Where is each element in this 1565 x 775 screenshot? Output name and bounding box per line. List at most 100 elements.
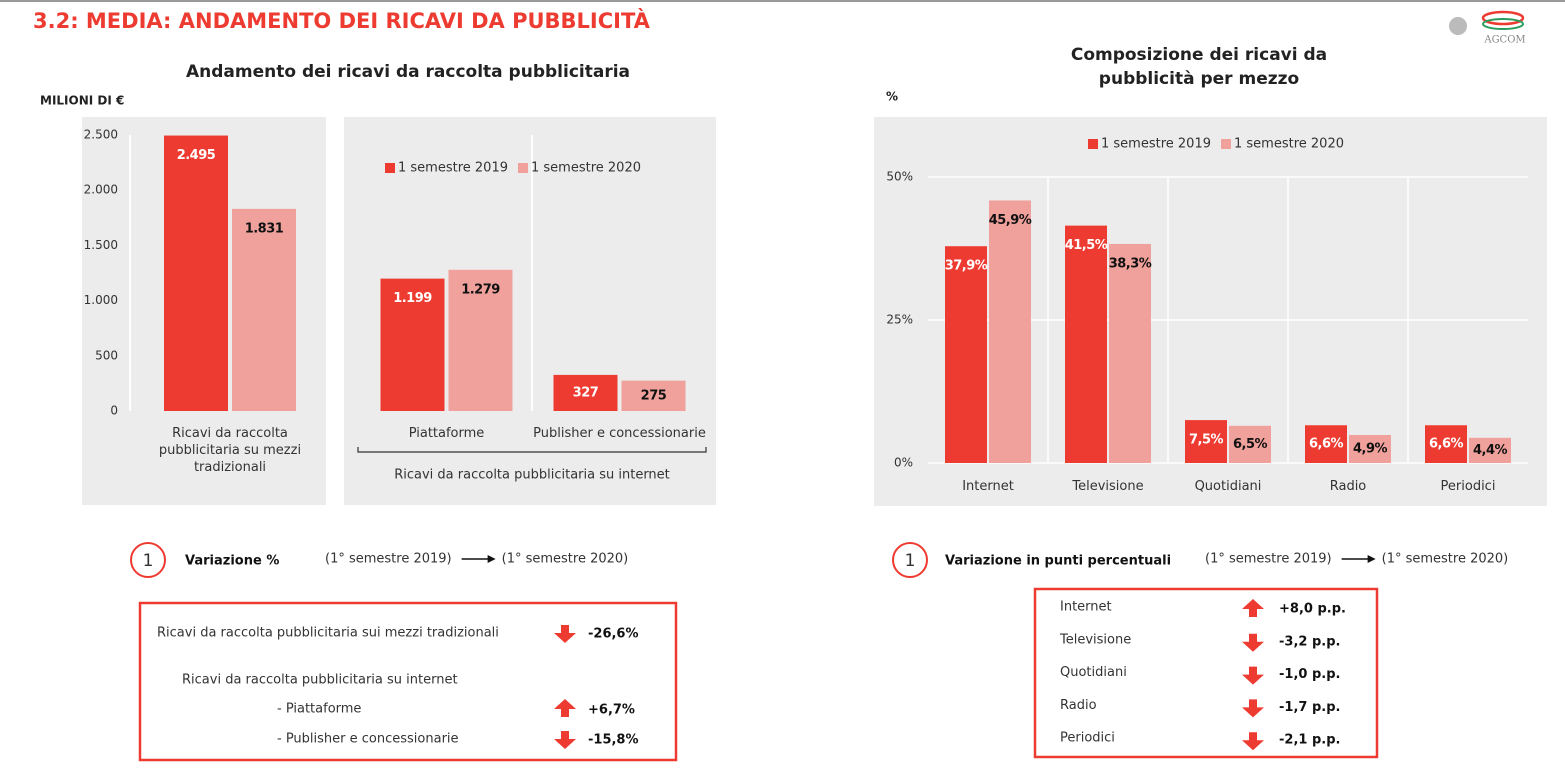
bar (232, 208, 296, 411)
y-axis-label: % (886, 90, 898, 104)
variation-box (1033, 587, 1379, 759)
row-label: Radio (1060, 698, 1097, 713)
data-label: 6,6% (1429, 437, 1464, 452)
row-value: -1,7 p.p. (1279, 700, 1340, 715)
x-tick-label: Radio (1329, 479, 1367, 494)
logo: AGCOM (1449, 10, 1526, 46)
y-tick-label: 2.500 (84, 128, 118, 142)
row-label: - Publisher e concessionarie (277, 732, 459, 747)
bar (380, 278, 445, 411)
x-tick-label-box: Periodici (1440, 479, 1496, 494)
x-tick-label-box: Radio (1329, 479, 1367, 494)
bar (1349, 434, 1391, 463)
data-label: 6,5% (1233, 437, 1268, 452)
row-label: Quotidiani (1060, 665, 1127, 680)
data-label: 2.495 (177, 148, 216, 163)
data-label: 1.831 (245, 221, 284, 236)
x-tick-label: Ricavi da raccolta pubblicitaria su mezz… (158, 426, 302, 475)
marker-circle (130, 542, 166, 578)
data-label: 6,6% (1309, 437, 1344, 452)
row-label: Televisione (1059, 632, 1131, 647)
arrow-down (554, 625, 576, 643)
arrow-down (554, 731, 576, 749)
legend-label: 1 semestre 2019 (1101, 137, 1211, 152)
arrow-up (554, 699, 576, 717)
legend-label: 1 semestre 2019 (398, 161, 508, 176)
y-tick-label: 0% (894, 456, 913, 470)
bar (1185, 420, 1227, 463)
logo-text: AGCOM (1483, 35, 1525, 46)
arrow-up (1242, 599, 1264, 617)
period-to: (1° semestre 2020) (502, 552, 629, 567)
row-value: -3,2 p.p. (1279, 634, 1340, 649)
group-label: Ricavi da raccolta pubblicitaria su inte… (394, 468, 670, 483)
y-tick-label: 0 (110, 404, 118, 418)
row-value: -26,6% (588, 627, 639, 642)
legend-label: 1 semestre 2020 (531, 161, 641, 176)
legend-swatch (385, 163, 395, 173)
data-label: 275 (641, 388, 667, 403)
bar (1109, 243, 1151, 463)
x-tick-label: Periodici (1440, 479, 1496, 494)
y-tick-label: 25% (886, 313, 913, 327)
row-label: Internet (1060, 600, 1112, 615)
y-axis-label: MILIONI DI € (40, 94, 124, 108)
row-value: +6,7% (588, 703, 635, 718)
x-tick-label-box: Publisher e concessionarie (533, 426, 706, 441)
data-label: 4,9% (1353, 441, 1388, 456)
legend-swatch (518, 163, 528, 173)
bar (164, 135, 228, 411)
data-label: 327 (573, 385, 599, 400)
data-label: 4,4% (1473, 443, 1508, 458)
legend-swatch (1221, 139, 1231, 149)
x-tick-label-box: Televisione (1072, 479, 1144, 494)
legend-swatch (1088, 139, 1098, 149)
period-from: (1° semestre 2019) (325, 552, 452, 567)
x-tick-label-box: Piattaforme (408, 426, 485, 441)
variation-title: Variazione in punti percentuali (945, 554, 1171, 569)
row-label: Ricavi da raccolta pubblicitaria su inte… (182, 673, 458, 688)
row-label: Ricavi da raccolta pubblicitaria sui mez… (157, 626, 499, 641)
x-tick-label: Piattaforme (408, 426, 485, 441)
arrow-down (1242, 732, 1264, 751)
x-tick-label: Televisione (1072, 479, 1144, 494)
bar (448, 269, 513, 411)
row-value: -15,8% (588, 733, 639, 748)
y-tick-label: 500 (95, 348, 118, 362)
x-tick-label-box: Quotidiani (1194, 479, 1262, 494)
data-label: 1.199 (393, 291, 432, 306)
bar (1469, 437, 1511, 463)
chart-title: Composizione dei ricavi da pubblicità pe… (1070, 45, 1328, 89)
y-tick-label: 2.000 (84, 183, 118, 197)
x-tick-label-box: Internet (962, 479, 1014, 494)
bar (1065, 225, 1107, 463)
data-label: 45,9% (989, 213, 1032, 228)
data-label: 37,9% (945, 259, 988, 274)
group-bracket (357, 447, 707, 453)
row-value: -1,0 p.p. (1279, 667, 1340, 682)
arrow-down (1242, 633, 1264, 652)
period-arrow-head (487, 555, 496, 563)
bar (1305, 425, 1347, 463)
data-label: 41,5% (1065, 238, 1108, 253)
marker-number: 1 (143, 551, 154, 571)
row-value: -2,1 p.p. (1279, 733, 1340, 748)
row-value: +8,0 p.p. (1279, 602, 1346, 617)
arrow-down (1242, 699, 1264, 718)
bar (621, 380, 686, 411)
arrow-down (1242, 666, 1264, 685)
data-label: 1.279 (461, 282, 500, 297)
bar (553, 374, 618, 411)
row-label: Periodici (1060, 731, 1115, 746)
x-tick-label: Quotidiani (1194, 479, 1262, 494)
variation-box (138, 601, 678, 762)
bar (945, 246, 987, 463)
y-tick-label: 1.500 (84, 238, 118, 252)
bar (1229, 425, 1271, 463)
marker-number: 1 (905, 551, 916, 571)
x-tick-label: Internet (962, 479, 1014, 494)
variation-title: Variazione % (185, 554, 279, 569)
period-arrow-head (1367, 555, 1376, 563)
y-tick-label: 50% (886, 170, 913, 184)
